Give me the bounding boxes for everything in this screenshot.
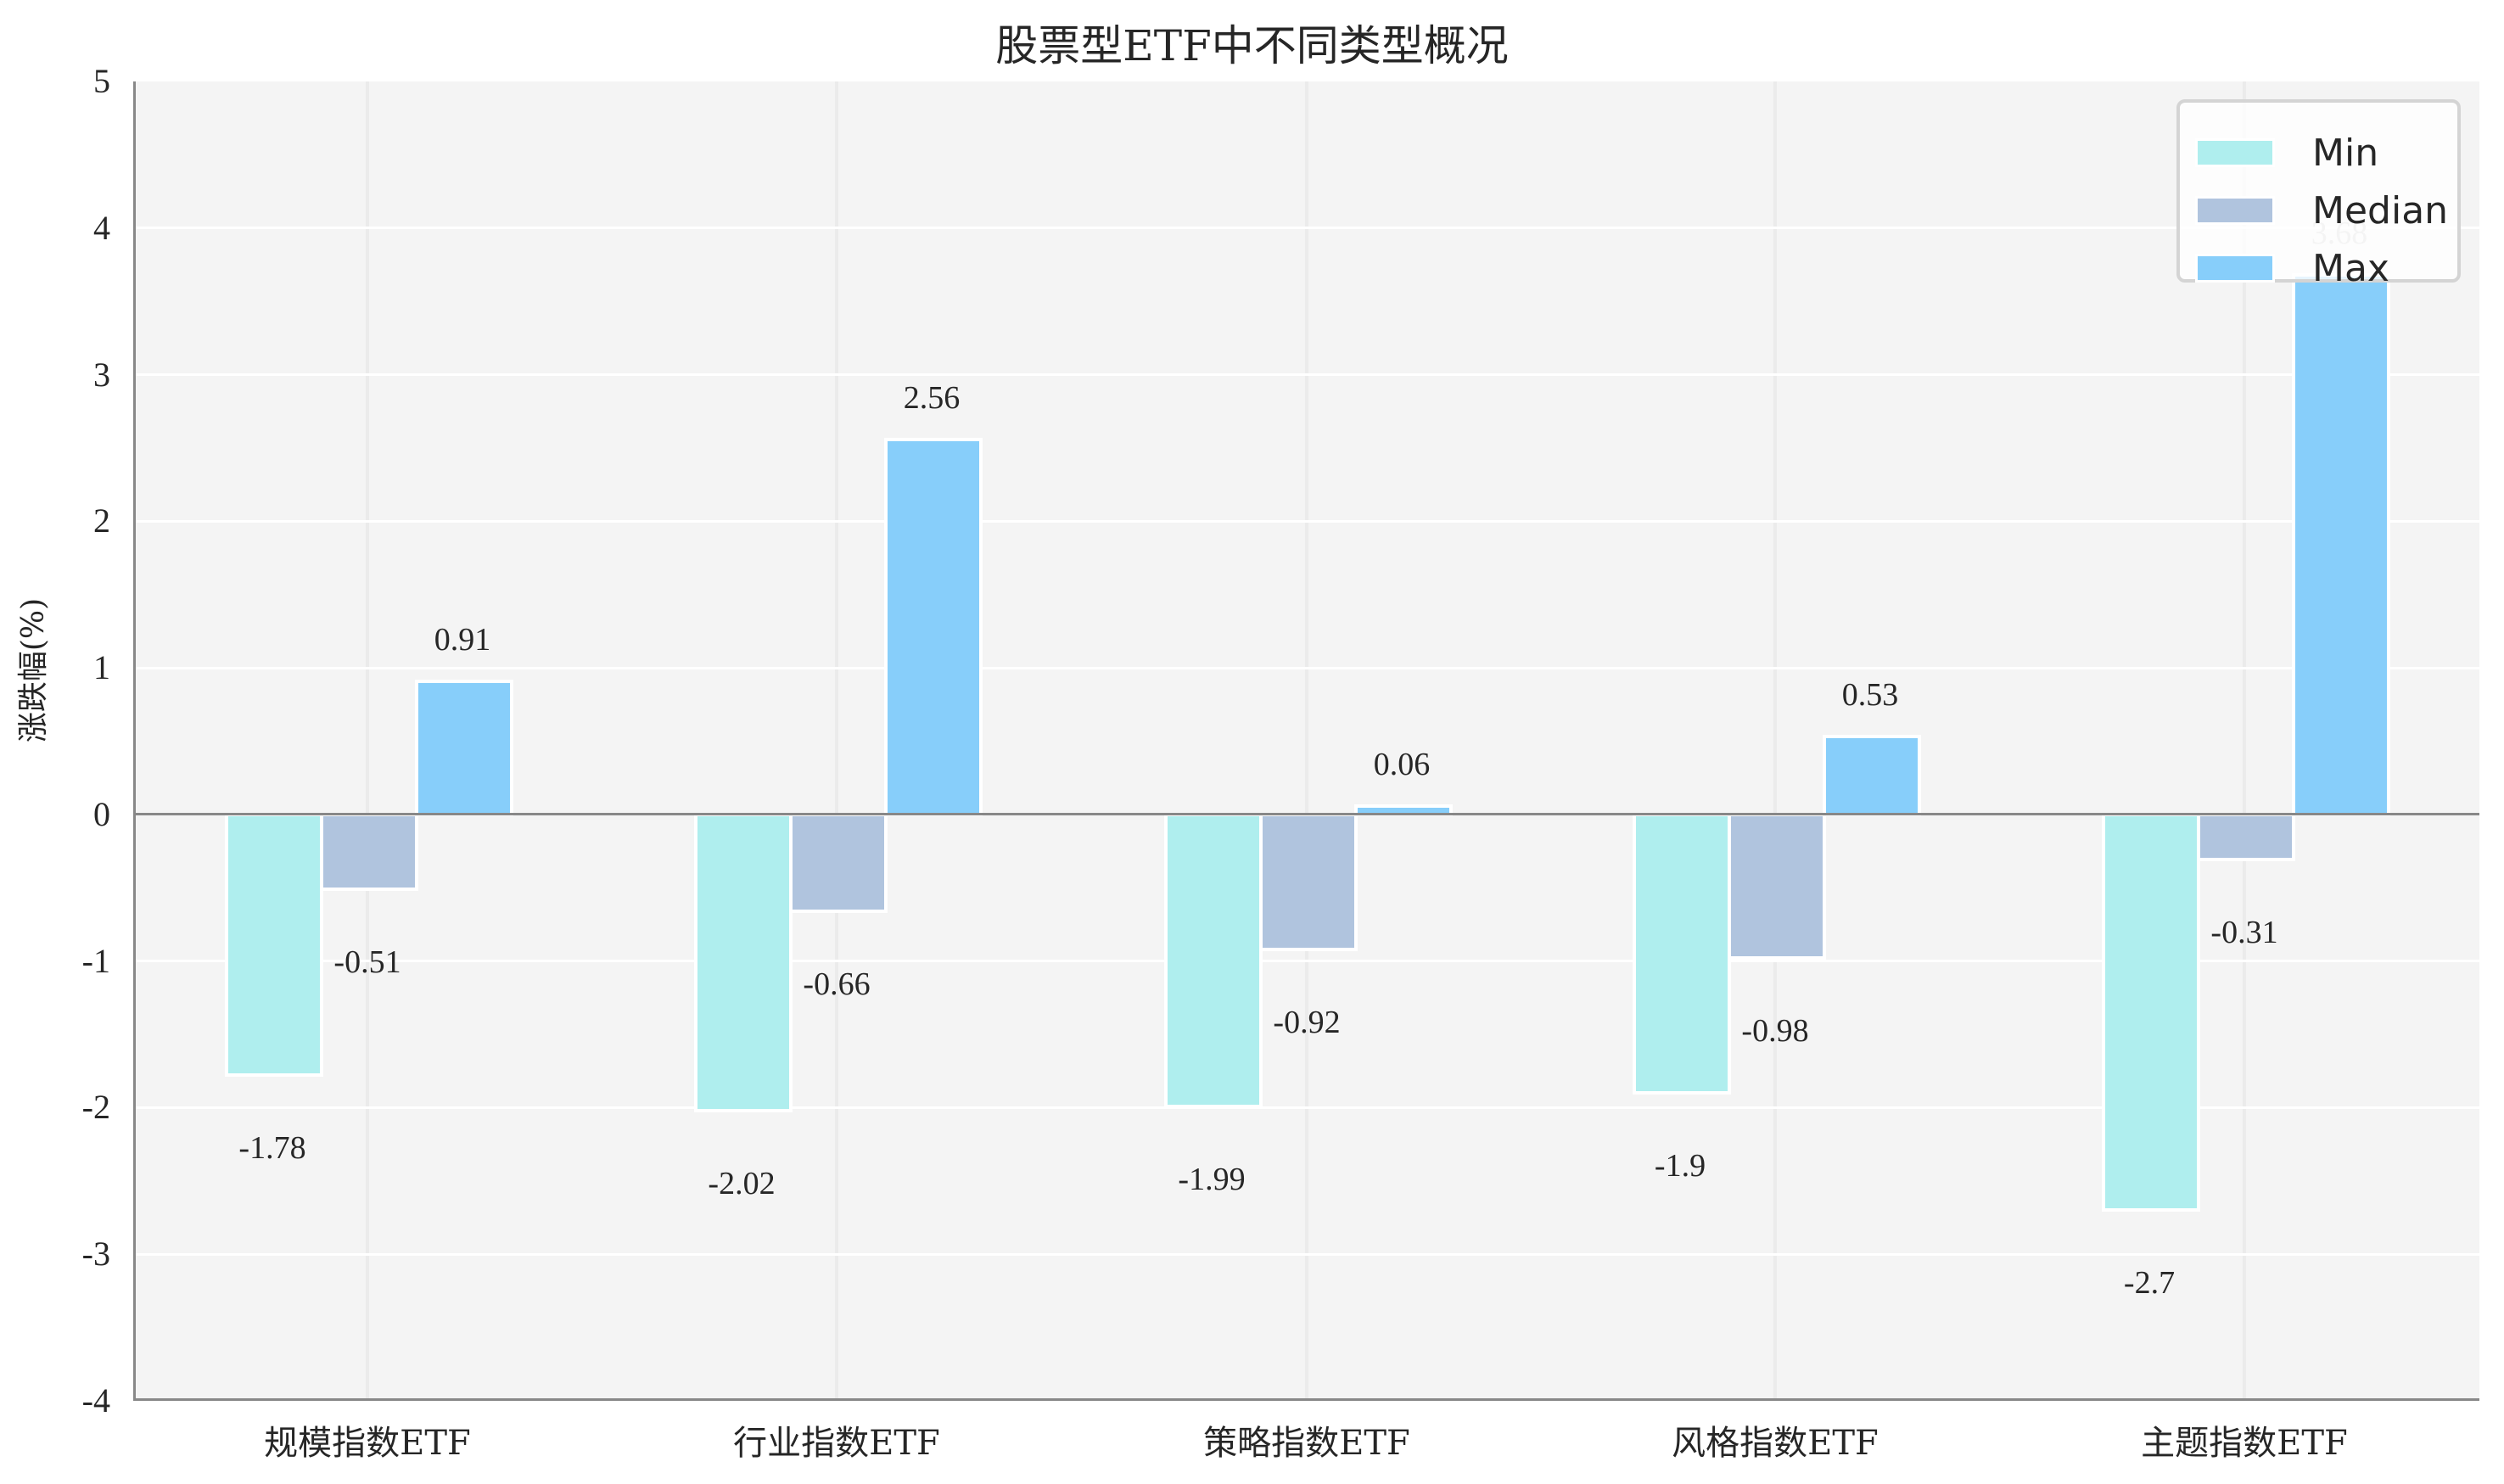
legend-swatch-min [2195, 138, 2275, 167]
value-label-min: -2.7 [2123, 1265, 2176, 1302]
value-label-median: -0.31 [2210, 915, 2278, 951]
v-gridline [1773, 81, 1777, 1398]
plot-area [133, 81, 2479, 1401]
bar-min [1164, 812, 1263, 1108]
value-label-median: -0.98 [1741, 1013, 1809, 1050]
h-gridline [136, 227, 2479, 230]
value-label-max: 0.91 [434, 621, 491, 658]
y-tick-label: 5 [93, 62, 110, 100]
y-tick-label: -1 [81, 941, 110, 980]
h-gridline [136, 1106, 2479, 1109]
bar-max [1823, 735, 1921, 816]
value-label-median: -0.66 [803, 966, 871, 1002]
bar-max [2292, 273, 2390, 816]
y-tick-label: 0 [93, 794, 110, 833]
bar-median [320, 812, 418, 891]
y-tick-label: -4 [81, 1381, 110, 1420]
v-gridline [835, 81, 838, 1398]
v-gridline [1305, 81, 1308, 1398]
h-gridline [136, 666, 2479, 669]
x-tick-label: 规模指数ETF [264, 1424, 471, 1463]
x-tick-label: 风格指数ETF [1672, 1424, 1879, 1463]
value-label-median: -0.92 [1273, 1004, 1341, 1040]
legend-item-min: Min [2195, 131, 2379, 175]
h-gridline [136, 960, 2479, 963]
h-gridline [136, 1252, 2479, 1256]
y-axis-label: 涨跌幅(%) [16, 597, 51, 743]
y-tick-label: -2 [81, 1088, 110, 1127]
bar-max [415, 679, 513, 816]
y-tick-label: 2 [93, 501, 110, 540]
bar-max [884, 437, 983, 816]
value-label-max: 0.53 [1841, 677, 1899, 714]
h-gridline [136, 373, 2479, 377]
bar-min [225, 812, 323, 1078]
legend-swatch-median [2195, 196, 2275, 225]
x-tick-label: 主题指数ETF [2141, 1424, 2348, 1463]
legend-item-max: Max [2195, 246, 2389, 290]
value-label-min: -1.78 [238, 1130, 306, 1167]
bar-median [2197, 812, 2295, 862]
value-label-min: -1.99 [1178, 1161, 1246, 1197]
bar-median [1259, 812, 1358, 951]
x-tick-label: 策略指数ETF [1203, 1424, 1410, 1463]
zero-line [136, 813, 2479, 816]
value-label-min: -1.9 [1654, 1148, 1706, 1184]
chart-title: 股票型ETF中不同类型概况 [995, 21, 1509, 70]
y-tick-label: 3 [93, 355, 110, 394]
legend-label-max: Max [2312, 246, 2389, 290]
y-tick-label: -3 [81, 1235, 110, 1274]
value-label-min: -2.02 [708, 1165, 776, 1201]
legend-swatch-max [2195, 254, 2275, 283]
y-tick-label: 4 [93, 208, 110, 247]
value-label-max: 2.56 [903, 379, 961, 416]
bar-median [789, 812, 888, 913]
v-gridline [2243, 81, 2246, 1398]
legend-item-median: Median [2195, 189, 2448, 232]
y-tick-label: 1 [93, 648, 110, 687]
value-label-max: 0.06 [1373, 746, 1431, 782]
bar-min [1633, 812, 1731, 1095]
bar-median [1728, 812, 1826, 960]
h-gridline [136, 519, 2479, 523]
legend-label-min: Min [2312, 131, 2379, 175]
x-tick-label: 行业指数ETF [733, 1424, 940, 1463]
legend-label-median: Median [2312, 188, 2449, 232]
legend: Min Median Max [2176, 99, 2461, 290]
bar-min [694, 812, 793, 1112]
v-gridline [366, 81, 369, 1398]
value-label-median: -0.51 [333, 944, 401, 980]
bar-min [2102, 812, 2200, 1212]
